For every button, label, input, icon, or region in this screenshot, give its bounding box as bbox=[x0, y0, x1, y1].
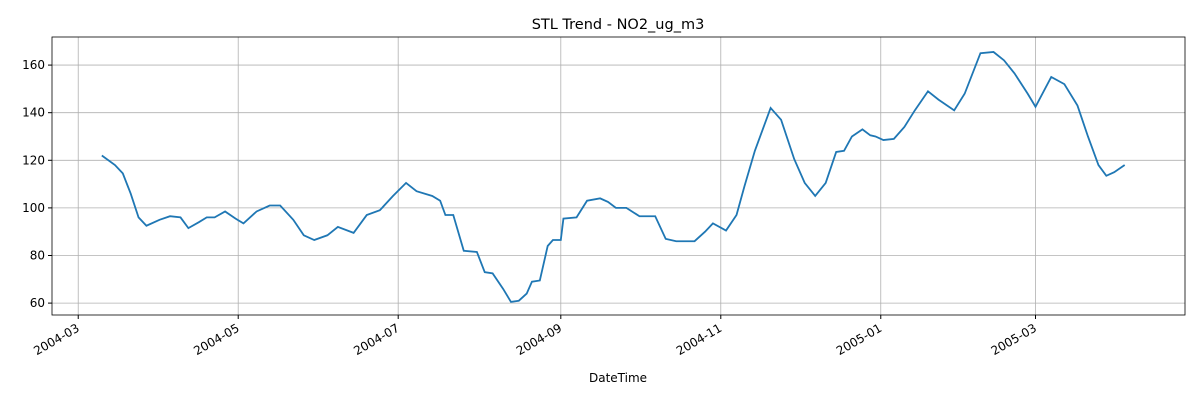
x-axis-label: DateTime bbox=[589, 371, 647, 385]
y-tick-label: 80 bbox=[30, 248, 45, 262]
y-tick-label: 120 bbox=[22, 153, 45, 167]
x-tick-label: 2005-01 bbox=[834, 321, 884, 358]
trend-line bbox=[101, 51, 1126, 303]
x-tick-label: 2004-11 bbox=[674, 321, 724, 358]
x-tick-label: 2004-03 bbox=[31, 321, 81, 358]
chart-title: STL Trend - NO2_ug_m3 bbox=[532, 17, 705, 33]
y-tick-label: 100 bbox=[22, 201, 45, 215]
x-tick-label: 2004-09 bbox=[514, 321, 564, 358]
y-tick-label: 60 bbox=[30, 296, 45, 310]
y-tick-label: 160 bbox=[22, 58, 45, 72]
y-tick-label: 140 bbox=[22, 106, 45, 120]
x-tick-label: 2004-05 bbox=[191, 321, 241, 358]
x-tick-label: 2004-07 bbox=[351, 321, 401, 358]
plot-frame bbox=[51, 36, 1186, 316]
x-tick-label: 2005-03 bbox=[989, 321, 1039, 358]
